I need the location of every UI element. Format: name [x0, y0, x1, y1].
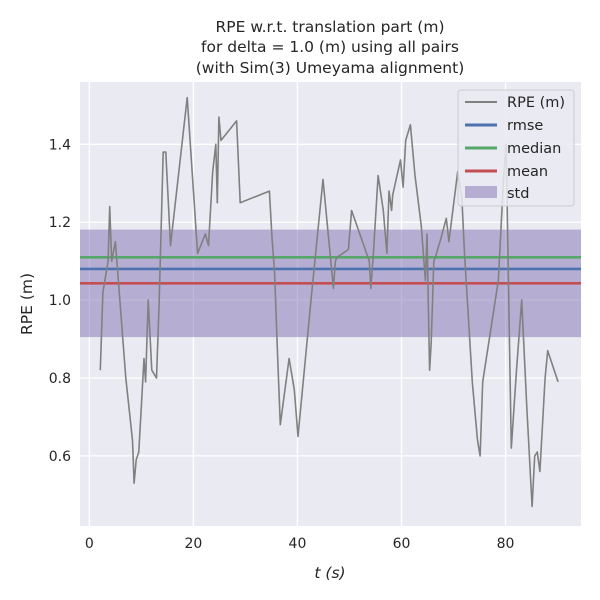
- y-tick-label: 0.6: [49, 449, 71, 465]
- x-tick-labels: 0 20 40 60 80: [85, 536, 515, 552]
- legend: RPE (m) rmse median mean std: [457, 89, 575, 207]
- y-tick-labels: 0.6 0.8 1.0 1.2 1.4: [49, 137, 71, 465]
- x-tick-label: 0: [85, 536, 94, 552]
- y-tick-label: 0.8: [49, 371, 71, 387]
- legend-entry-rmse: rmse: [465, 118, 543, 134]
- title-line-1: RPE w.r.t. translation part (m): [215, 18, 444, 36]
- legend-entry-rpe: RPE (m): [465, 95, 565, 111]
- legend-label-rpe: RPE (m): [507, 95, 565, 111]
- chart-title: RPE w.r.t. translation part (m) for delt…: [196, 18, 465, 77]
- legend-entry-mean: mean: [465, 164, 548, 180]
- y-tick-label: 1.2: [49, 215, 71, 231]
- y-tick-label: 1.0: [49, 293, 71, 309]
- y-axis-label: RPE (m): [18, 273, 36, 335]
- title-line-2: for delta = 1.0 (m) using all pairs: [201, 38, 459, 56]
- rpe-line: [99, 96, 559, 508]
- title-line-3: (with Sim(3) Umeyama alignment): [196, 59, 465, 77]
- x-tick-label: 60: [393, 536, 411, 552]
- legend-label-std: std: [507, 186, 529, 202]
- y-tick-label: 1.4: [49, 137, 71, 153]
- legend-label-mean: mean: [507, 164, 548, 180]
- x-tick-label: 80: [497, 536, 515, 552]
- x-axis-label: t (s): [314, 564, 345, 582]
- x-tick-label: 20: [185, 536, 203, 552]
- x-tick-label: 40: [289, 536, 307, 552]
- legend-swatch-std: [465, 186, 497, 198]
- legend-box: [457, 89, 575, 207]
- rpe-series: [99, 96, 559, 508]
- legend-label-rmse: rmse: [507, 118, 543, 134]
- legend-label-median: median: [507, 141, 561, 157]
- legend-entry-std: std: [465, 186, 529, 202]
- legend-entry-median: median: [465, 141, 561, 157]
